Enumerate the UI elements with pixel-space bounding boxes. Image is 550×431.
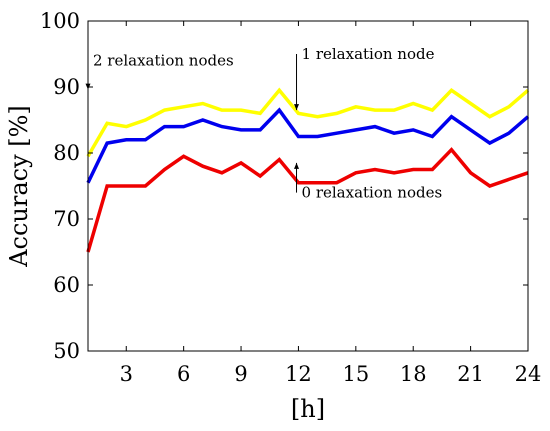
x-tick-label: 24 xyxy=(515,362,542,386)
y-tick-label: 100 xyxy=(40,9,80,33)
x-tick-label: 18 xyxy=(400,362,427,386)
x-tick-label: 21 xyxy=(457,362,484,386)
annotation-label-0: 2 relaxation nodes xyxy=(93,52,234,70)
y-tick-label: 90 xyxy=(53,75,80,99)
y-axis-label: Accuracy [%] xyxy=(5,105,33,268)
annotation-arrowhead-0 xyxy=(85,83,91,90)
x-tick-label: 12 xyxy=(285,362,312,386)
y-tick-label: 70 xyxy=(53,207,80,231)
annotation-arrowhead-2 xyxy=(294,162,300,169)
x-tick-label: 3 xyxy=(120,362,133,386)
plot-frame xyxy=(87,20,529,352)
y-tick-label: 50 xyxy=(53,339,80,363)
series-line-0 xyxy=(86,87,530,158)
series-line-1 xyxy=(86,107,530,184)
annotation-label-1: 1 relaxation node xyxy=(302,45,435,63)
y-tick-label: 60 xyxy=(53,273,80,297)
series-line-2 xyxy=(86,147,529,253)
y-tick-label: 80 xyxy=(53,141,80,165)
x-tick-label: 15 xyxy=(342,362,369,386)
annotation-arrowhead-1 xyxy=(294,104,300,111)
x-axis-label: [h] xyxy=(291,395,325,423)
x-tick-label: 6 xyxy=(177,362,190,386)
x-tick-label: 9 xyxy=(234,362,247,386)
annotation-label-2: 0 relaxation nodes xyxy=(302,184,443,202)
